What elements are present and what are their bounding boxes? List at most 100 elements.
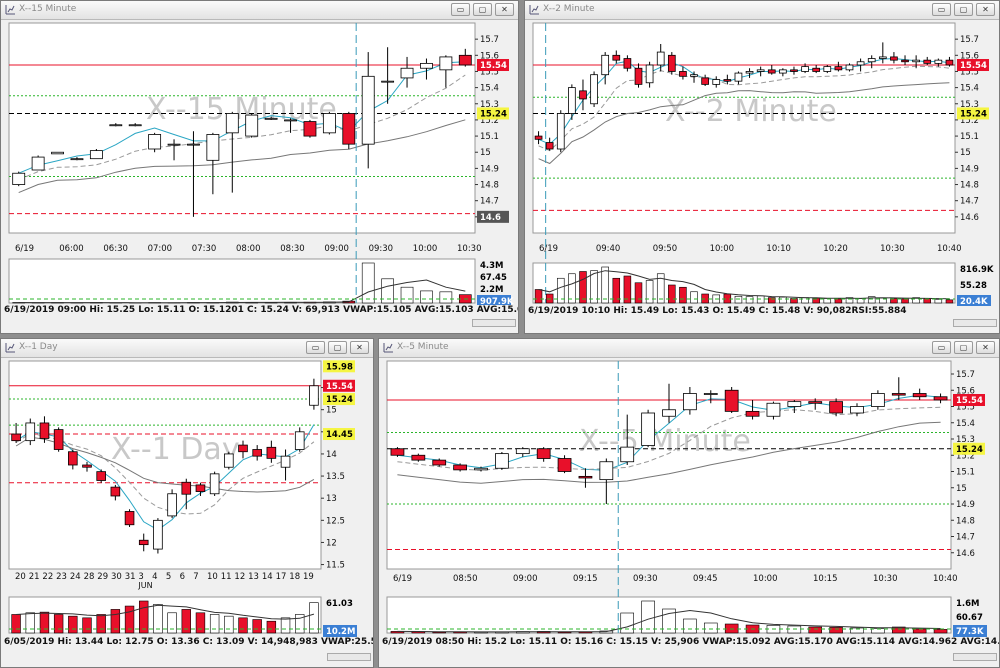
- restore-button[interactable]: ▢: [473, 3, 492, 16]
- y-tick-label: 15.4: [960, 84, 979, 94]
- status-line: 6/05/2019 Hi: 13.44 Lo: 12.75 O: 13.36 C…: [4, 637, 373, 647]
- candle: [901, 55, 909, 65]
- window-1-day[interactable]: X--1 Day▭▢✕X--1 Day15.51514.51413.51312.…: [0, 338, 374, 668]
- candle-body: [25, 422, 36, 442]
- volume-tag-box: [477, 295, 511, 305]
- volume-average-line: [16, 604, 315, 620]
- candle: [187, 131, 200, 217]
- minimize-button[interactable]: ▭: [306, 341, 325, 354]
- candle-body: [808, 401, 823, 404]
- title-bar: X--5 Minute ▭ ▢ ✕: [379, 339, 999, 358]
- candle: [601, 52, 610, 85]
- minimize-button[interactable]: ▭: [451, 3, 470, 16]
- candle: [167, 139, 181, 161]
- window-15-minute[interactable]: X--15 Minute ▭ ▢ ✕ X--15 Minute 15.7 15.6 15.5 1…: [0, 0, 519, 334]
- volume-bar: [779, 296, 787, 304]
- candle: [280, 449, 291, 481]
- candle-body: [439, 56, 453, 71]
- candle: [579, 79, 587, 111]
- x-tick-label: 06:30: [103, 244, 128, 254]
- price-tag-label: 15.54: [326, 382, 353, 392]
- candle: [245, 113, 259, 138]
- candle-body: [195, 484, 206, 492]
- volume-bar: [850, 627, 864, 634]
- candle-body: [745, 410, 760, 417]
- candle: [890, 52, 898, 64]
- y-tick-label: 15.6: [956, 386, 975, 396]
- close-button[interactable]: ✕: [976, 341, 995, 354]
- candle-body: [945, 59, 954, 66]
- candle: [68, 449, 78, 470]
- volume-tag-box: [953, 625, 987, 637]
- y-tick-label: 15.1: [956, 468, 975, 478]
- price-tag-label: 15.54: [480, 61, 507, 71]
- window-5-minute[interactable]: X--5 Minute ▭ ▢ ✕ X--5 Minute 15.7 15.6 15.5 15.…: [378, 338, 1000, 668]
- window-2-minute[interactable]: X--2 Minute ▭ ▢ ✕ X--2 Minute 15.7 15.6 15.5 15.…: [524, 0, 1000, 334]
- price-tag: 15.54: [957, 59, 989, 71]
- candle-body: [167, 493, 177, 517]
- volume-tag: 1.6M: [956, 599, 980, 609]
- candle-body: [933, 396, 948, 401]
- candle-body: [766, 402, 781, 417]
- candle: [808, 398, 823, 410]
- restore-button[interactable]: ▢: [328, 341, 347, 354]
- y-tick-label: 14.7: [960, 197, 979, 207]
- price-tag-box: [477, 107, 509, 120]
- horizontal-scrollbar[interactable]: [472, 319, 516, 327]
- x-tick-label: 6/19: [539, 244, 558, 254]
- candle-body: [667, 54, 676, 72]
- close-button[interactable]: ✕: [350, 341, 369, 354]
- chart-app-icon-glyph: [529, 5, 539, 15]
- y-tick-label: 15.4: [480, 84, 499, 94]
- chart-svg[interactable]: X--5 Minute 15.7 15.6 15.5 15.4 15.3 15.2 15.1 1…: [379, 339, 1000, 637]
- close-button[interactable]: ✕: [495, 3, 514, 16]
- y-tick-label: 15.2: [956, 451, 975, 461]
- candle-body: [599, 461, 614, 481]
- candle-body: [620, 446, 635, 463]
- x-tick-label: 09:30: [369, 244, 394, 254]
- chart-svg[interactable]: X--15 Minute 15.7 15.6 15.5 15.4 15.3 15.2 15.1…: [1, 1, 519, 305]
- price-tag-label: 15.24: [326, 395, 353, 405]
- x-tick-label: 10:40: [933, 574, 958, 584]
- candle: [568, 84, 576, 120]
- candle-body: [912, 393, 927, 398]
- minimize-button[interactable]: ▭: [932, 3, 951, 16]
- x-tick-label: 18: [289, 572, 300, 582]
- horizontal-scrollbar[interactable]: [327, 653, 371, 661]
- minimize-button[interactable]: ▭: [932, 341, 951, 354]
- candle: [51, 151, 64, 155]
- candle-body: [303, 121, 317, 137]
- candle-body: [834, 66, 843, 71]
- x-tick-label: 22: [42, 572, 53, 582]
- candle-body: [284, 119, 297, 122]
- y-tick-label: 15: [956, 484, 967, 494]
- restore-button[interactable]: ▢: [954, 3, 973, 16]
- chart-svg[interactable]: X--1 Day15.51514.51413.51312.51211.515.9…: [1, 339, 374, 637]
- candle-body: [701, 77, 709, 85]
- restore-button[interactable]: ▢: [954, 341, 973, 354]
- horizontal-scrollbar[interactable]: [953, 653, 997, 661]
- close-button[interactable]: ✕: [976, 3, 995, 16]
- candle-body: [912, 59, 920, 63]
- candle-body: [68, 451, 78, 466]
- candle-body: [209, 473, 220, 495]
- chart-svg[interactable]: X--2 Minute 15.7 15.6 15.5 15.4 15.3 15.2 15.1 1…: [525, 1, 1000, 306]
- candle: [128, 123, 142, 127]
- candle: [690, 71, 698, 83]
- candle: [206, 132, 220, 195]
- volume-bar: [912, 628, 927, 634]
- y-tick-label: 15.6: [480, 51, 499, 61]
- x-tick-label: 11: [221, 572, 232, 582]
- y-tick-label: 14.9: [956, 500, 975, 510]
- volume-bar: [209, 614, 220, 634]
- x-tick-label: 23: [56, 572, 67, 582]
- price-tag-box: [323, 393, 355, 406]
- moving-average-line: [18, 119, 466, 194]
- candle-body: [850, 406, 864, 414]
- horizontal-scrollbar[interactable]: [953, 319, 997, 327]
- candle: [641, 409, 655, 448]
- moving-average-line: [15, 436, 315, 493]
- volume-tag-label: 61.03: [326, 599, 353, 609]
- volume-bar: [124, 605, 135, 634]
- volume-tag: 816.9K: [960, 265, 994, 275]
